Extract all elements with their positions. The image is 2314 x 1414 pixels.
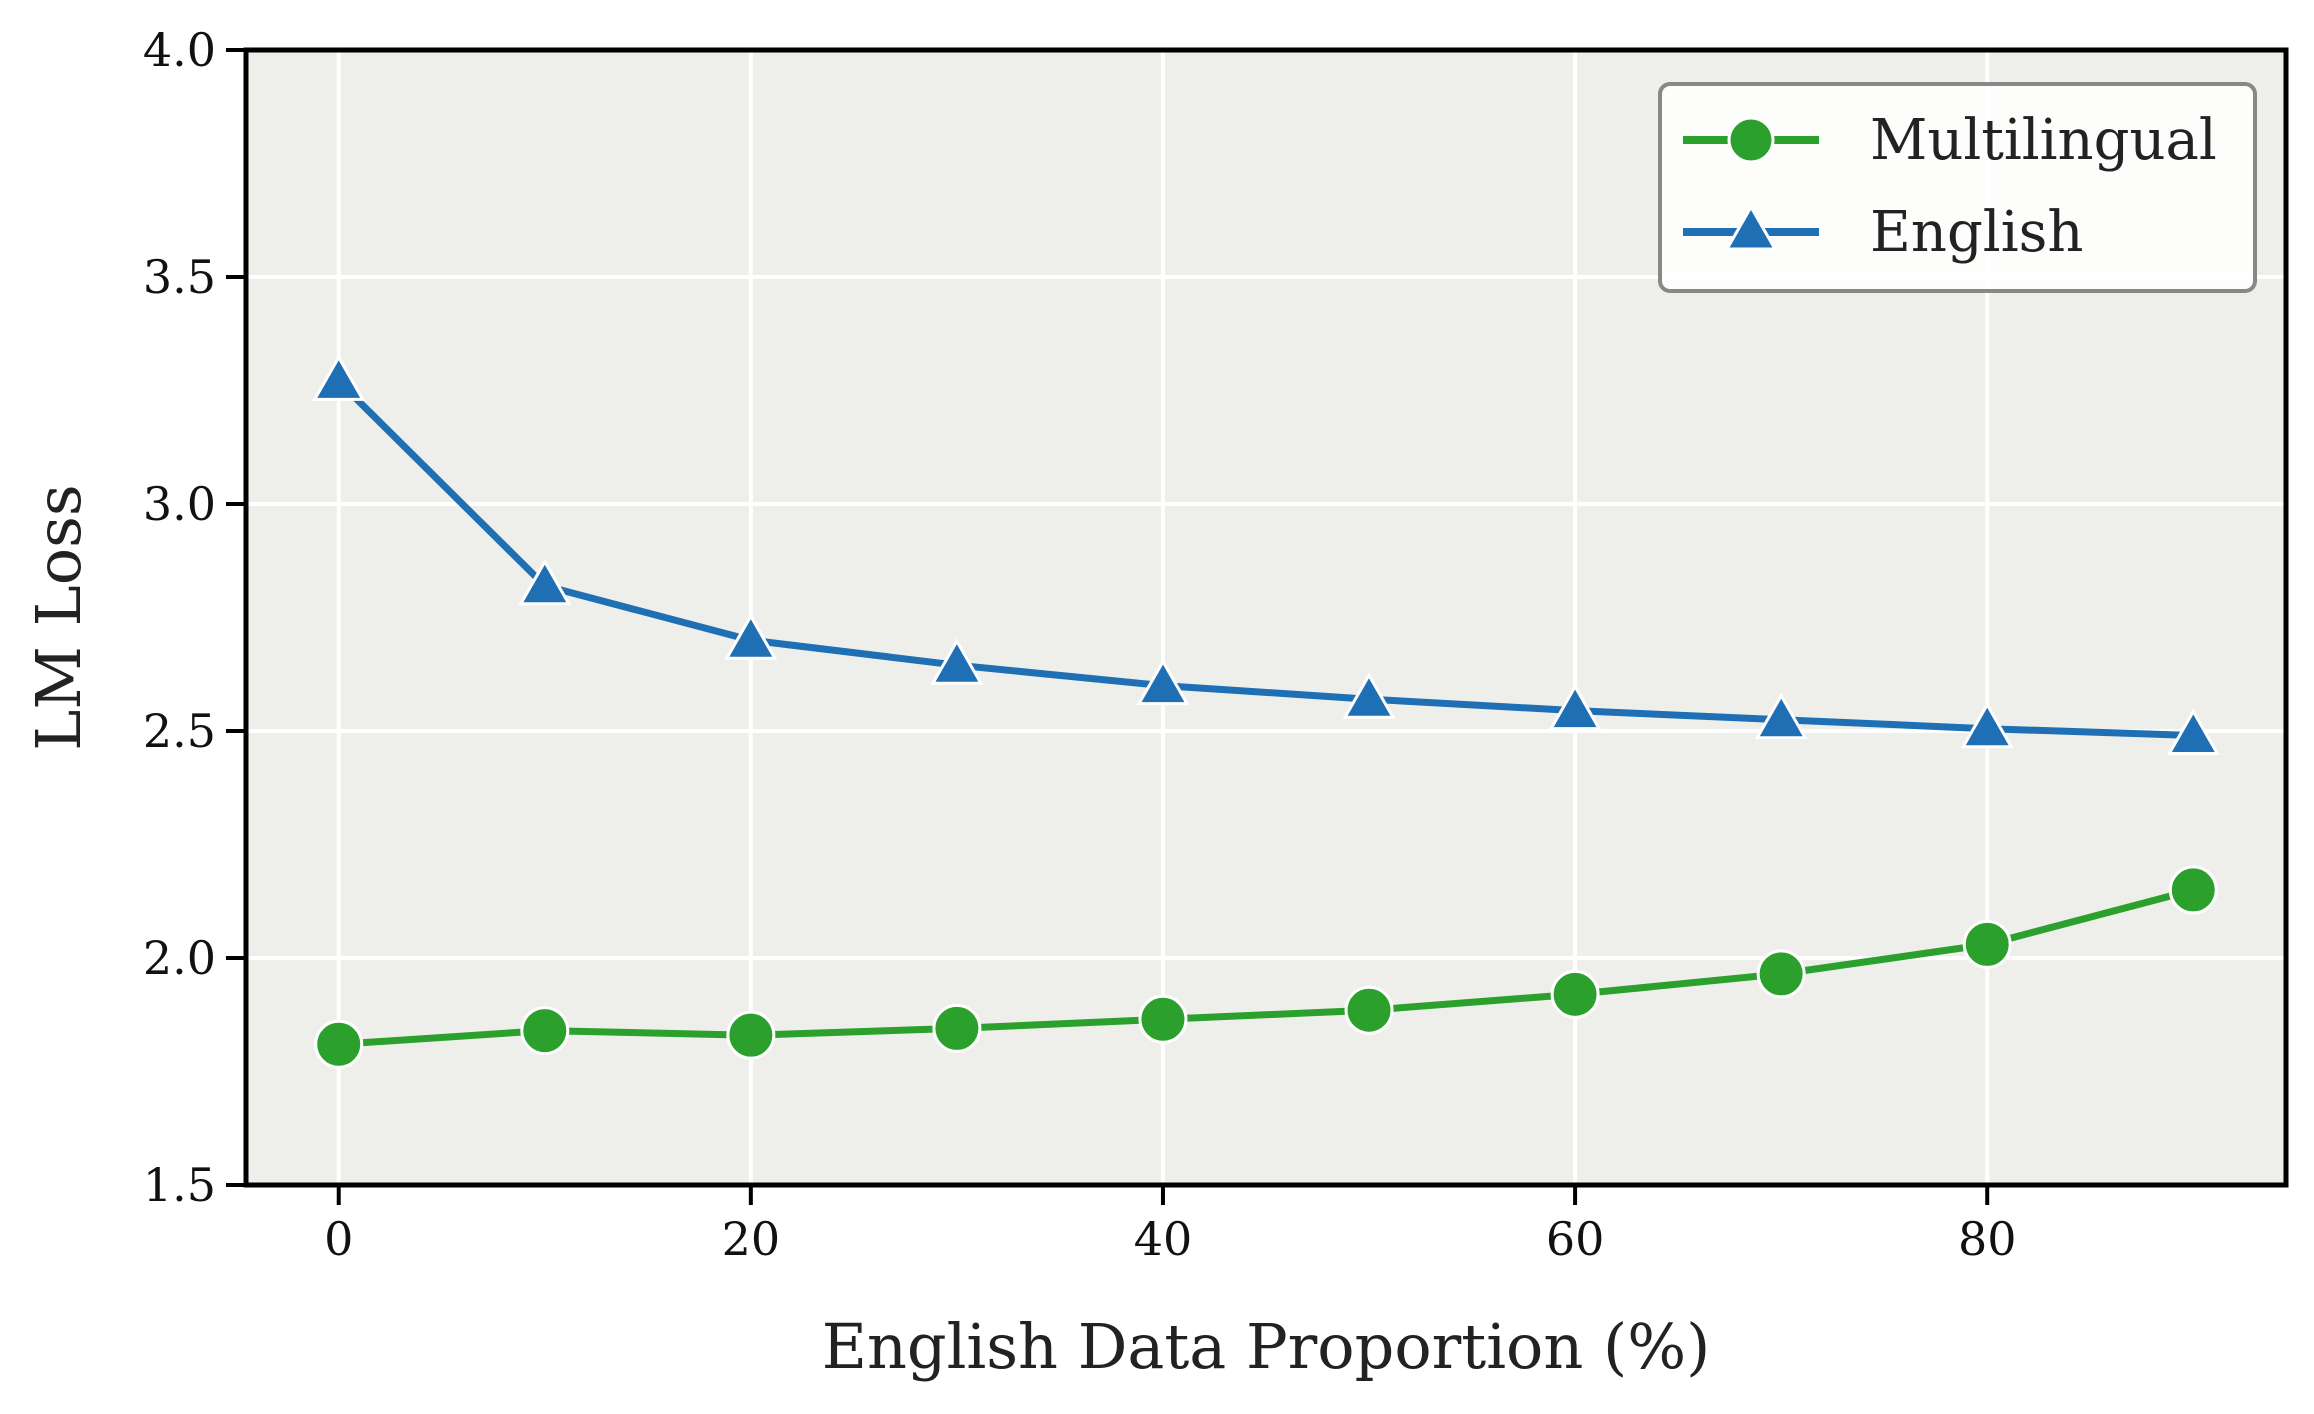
multilingual-point: [932, 1003, 982, 1053]
english-point: [1754, 692, 1808, 740]
english-point: [1136, 658, 1190, 706]
english-point: [1342, 672, 1396, 719]
multilingual-series-line: [335, 886, 2197, 1048]
multilingual-point: [1344, 985, 1394, 1035]
legend-box: [1658, 82, 2257, 293]
y-tick-label: 4.0: [143, 23, 216, 77]
english-point: [518, 558, 572, 606]
english-point: [930, 638, 984, 685]
y-axis-title: LM Loss: [22, 484, 95, 751]
x-tick-label: 40: [1134, 1212, 1193, 1266]
x-axis-title: English Data Proportion (%): [822, 1310, 1711, 1383]
english-point: [2166, 708, 2220, 755]
y-tick-label: 3.0: [143, 477, 216, 531]
y-tick-label: 1.5: [143, 1158, 216, 1212]
series-layer: [312, 354, 2220, 1069]
english-point: [312, 354, 366, 401]
multilingual-point: [314, 1019, 364, 1069]
legend-marker-multilingual: [1727, 116, 1775, 164]
legend: Multilingual English: [1658, 82, 2257, 293]
x-tick-label: 80: [1958, 1212, 2017, 1266]
y-tick-label: 2.5: [143, 704, 216, 758]
y-tick-label: 3.5: [143, 250, 216, 304]
multilingual-point: [1550, 969, 1600, 1019]
multilingual-point: [520, 1006, 570, 1056]
ticks: 0 20 40 60 80 1.5 2.0 2.5 3.0 3.5 4.0: [143, 23, 2017, 1266]
x-tick-label: 60: [1546, 1212, 1605, 1266]
legend-label-multilingual: Multilingual: [1870, 108, 2217, 173]
multilingual-point: [1962, 919, 2012, 969]
y-tick-label: 2.0: [143, 931, 216, 985]
legend-label-english: English: [1870, 200, 2083, 265]
multilingual-point: [1756, 949, 1806, 999]
plot-frame: [243, 47, 2289, 1188]
multilingual-point: [2168, 865, 2218, 915]
english-point: [1548, 683, 1602, 731]
english-point: [1960, 701, 2014, 749]
english-series-line: [335, 377, 2197, 739]
legend-marker-english: [1724, 203, 1778, 251]
x-tick-label: 20: [722, 1212, 781, 1266]
multilingual-point: [726, 1010, 776, 1060]
x-tick-label: 0: [324, 1212, 353, 1266]
english-point: [724, 613, 778, 660]
multilingual-point: [1138, 994, 1188, 1044]
